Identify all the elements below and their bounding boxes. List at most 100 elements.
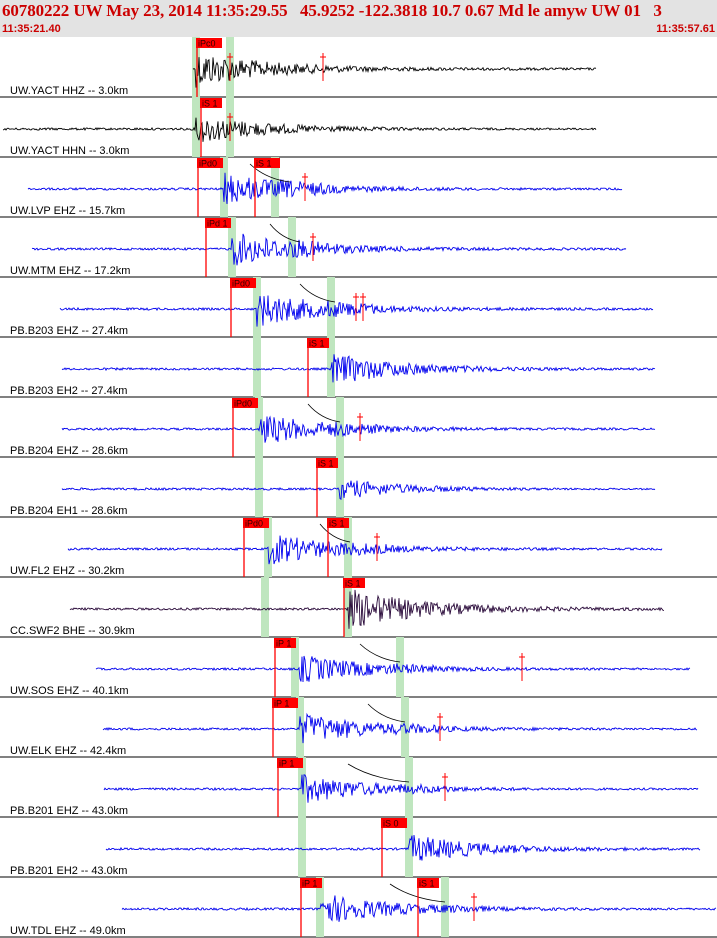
pick-label: iP 1 bbox=[274, 699, 289, 709]
station-label: UW.FL2 EHZ -- 30.2km bbox=[10, 565, 124, 577]
pick-windows bbox=[0, 37, 717, 938]
station-label: UW.MTM EHZ -- 17.2km bbox=[10, 265, 130, 277]
trace-waveforms bbox=[2, 57, 717, 922]
station-labels: UW.YACT HHZ -- 3.0km UW.YACT HHN -- 3.0km… bbox=[10, 85, 135, 937]
pick-window bbox=[298, 817, 306, 877]
pick-label-box bbox=[254, 158, 280, 168]
phase-arc bbox=[249, 163, 291, 183]
phase-arc bbox=[269, 223, 301, 243]
pick-label: iPd0 bbox=[232, 279, 250, 289]
pick-markers: iPc0 iS 1 iPd0 iS 1 iPd 1 iPd0 iS 1 iPd0 iS 1 iPd… bbox=[196, 38, 525, 937]
pick-label: iP 1 bbox=[276, 639, 291, 649]
pick-window bbox=[261, 577, 269, 637]
pick-label-box bbox=[277, 758, 303, 768]
pick-label-box bbox=[316, 458, 338, 468]
station-label: UW.YACT HHZ -- 3.0km bbox=[10, 85, 128, 97]
pick-label-box bbox=[274, 638, 296, 648]
phase-arc bbox=[389, 883, 446, 903]
pick-window bbox=[291, 637, 299, 697]
pick-window bbox=[405, 757, 413, 817]
pick-label-box bbox=[200, 98, 222, 108]
station-label: PB.B204 EH1 -- 28.6km bbox=[10, 505, 127, 517]
pick-window bbox=[327, 277, 335, 337]
record-header: 60780222 UW May 23, 2014 11:35:29.55 45.… bbox=[0, 0, 717, 37]
station-label: UW.SOS EHZ -- 40.1km bbox=[10, 685, 129, 697]
pick-label: iPd0 bbox=[245, 519, 263, 529]
pick-window bbox=[336, 457, 344, 517]
pick-window bbox=[192, 37, 200, 97]
waveform-trace bbox=[103, 774, 699, 803]
waveform-trace bbox=[61, 415, 656, 443]
window-end-time: 11:35:57.61 bbox=[656, 23, 715, 35]
window-start-time: 11:35:21.40 bbox=[2, 23, 61, 35]
pick-window bbox=[253, 277, 261, 337]
pick-label: iS 1 bbox=[345, 579, 361, 589]
waveform-trace bbox=[192, 57, 597, 88]
station-label: UW.LVP EHZ -- 15.7km bbox=[10, 205, 125, 217]
phase-arc bbox=[359, 643, 401, 663]
pick-window bbox=[228, 217, 236, 277]
station-label: PB.B203 EHZ -- 27.4km bbox=[10, 325, 128, 337]
pick-label-box bbox=[197, 158, 223, 168]
pick-label-box bbox=[230, 278, 256, 288]
waveform-trace bbox=[105, 834, 701, 861]
pick-window bbox=[255, 397, 263, 457]
pick-label: iPd0 bbox=[234, 399, 252, 409]
station-label: UW.ELK EHZ -- 42.4km bbox=[10, 745, 126, 757]
waveform-trace bbox=[102, 712, 698, 744]
pick-window bbox=[220, 157, 228, 217]
pick-label-box bbox=[343, 578, 365, 588]
pick-window bbox=[298, 757, 306, 817]
station-label: PB.B203 EH2 -- 27.4km bbox=[10, 385, 127, 397]
pick-label: iS 0 bbox=[383, 819, 399, 829]
pick-label-box bbox=[300, 878, 322, 888]
pick-label-box bbox=[196, 38, 222, 48]
waveform-trace bbox=[67, 535, 663, 565]
pick-window bbox=[405, 817, 413, 877]
pick-window bbox=[296, 697, 304, 757]
pick-label: iPd0 bbox=[199, 159, 217, 169]
pick-label-box bbox=[327, 518, 349, 528]
pick-label-box bbox=[417, 878, 439, 888]
pick-label-box bbox=[243, 518, 269, 528]
waveform-trace bbox=[27, 172, 623, 205]
pick-label: iPd 1 bbox=[207, 219, 228, 229]
pick-label-box bbox=[381, 818, 407, 828]
station-label: UW.YACT HHN -- 3.0km bbox=[10, 145, 129, 157]
pick-label: iS 1 bbox=[256, 159, 272, 169]
pick-label-box bbox=[272, 698, 298, 708]
pick-label: iS 1 bbox=[419, 879, 435, 889]
waveform-trace bbox=[69, 589, 665, 629]
pick-label: iP 1 bbox=[279, 759, 294, 769]
pick-label: iS 1 bbox=[309, 339, 325, 349]
pick-label: iP 1 bbox=[302, 879, 317, 889]
pick-label: iS 1 bbox=[318, 459, 334, 469]
pick-window bbox=[441, 877, 449, 937]
pick-window bbox=[344, 577, 352, 637]
pick-window bbox=[396, 637, 404, 697]
pick-label-box bbox=[307, 338, 329, 348]
phase-arc bbox=[347, 763, 410, 783]
pick-label-box bbox=[205, 218, 231, 228]
pick-window bbox=[255, 457, 263, 517]
station-label: PB.B204 EHZ -- 28.6km bbox=[10, 445, 128, 457]
waveform-trace bbox=[2, 117, 597, 142]
pick-label: iS 1 bbox=[202, 99, 218, 109]
waveform-trace bbox=[61, 354, 656, 383]
pick-window bbox=[253, 337, 261, 397]
station-label: PB.B201 EH2 -- 43.0km bbox=[10, 865, 127, 877]
seismogram-panel: iPc0 iS 1 iPd0 iS 1 iPd 1 iPd0 iS 1 iPd0 iS 1 iPd… bbox=[0, 37, 717, 938]
waveform-trace bbox=[121, 895, 717, 922]
pick-label: iPc0 bbox=[198, 39, 216, 49]
pick-window bbox=[344, 517, 352, 577]
event-title: 60780222 UW May 23, 2014 11:35:29.55 45.… bbox=[2, 1, 662, 20]
phase-arc bbox=[299, 283, 336, 303]
pick-window bbox=[192, 97, 200, 157]
waveform-trace bbox=[61, 480, 656, 500]
station-label: UW.TDL EHZ -- 49.0km bbox=[10, 925, 126, 937]
phase-arc bbox=[367, 703, 406, 723]
station-label: PB.B201 EHZ -- 43.0km bbox=[10, 805, 128, 817]
waveform-trace bbox=[95, 655, 691, 683]
pick-window bbox=[336, 397, 344, 457]
phase-arc bbox=[319, 523, 351, 543]
